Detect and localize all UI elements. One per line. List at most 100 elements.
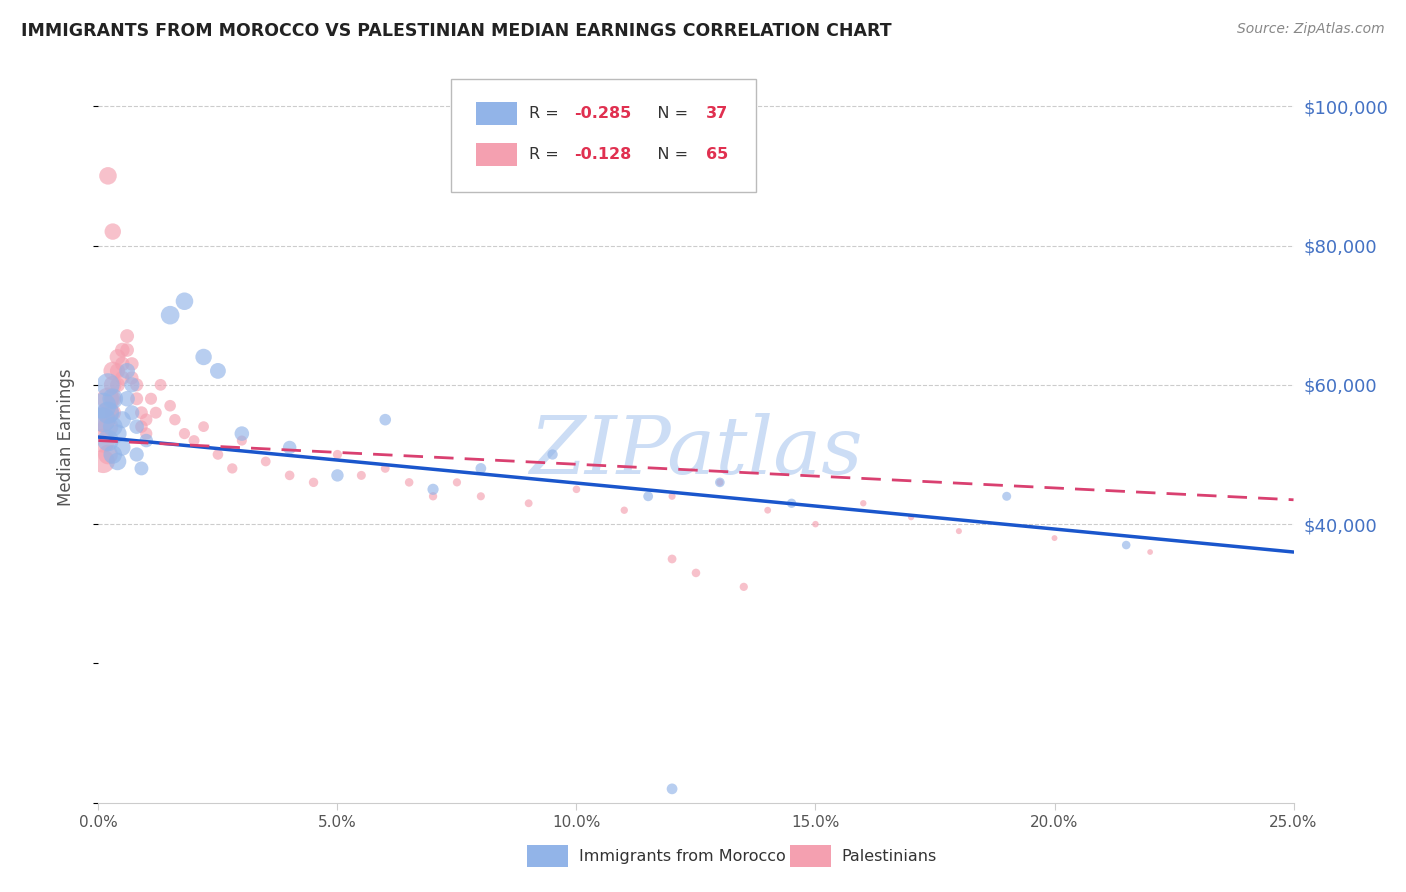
Point <box>97 448 120 462</box>
Point <box>637 489 659 503</box>
Point <box>121 406 143 420</box>
Point <box>159 399 181 413</box>
Point <box>756 503 779 517</box>
Point <box>131 419 153 434</box>
Point <box>107 377 129 392</box>
Point <box>115 343 138 357</box>
Text: 65: 65 <box>706 146 728 161</box>
Point <box>159 308 181 322</box>
Point <box>446 475 468 490</box>
Text: 37: 37 <box>706 105 728 120</box>
Point <box>115 364 138 378</box>
Point <box>173 426 195 441</box>
Point <box>326 448 349 462</box>
Point <box>125 419 148 434</box>
Point <box>145 406 167 420</box>
Text: Palestinians: Palestinians <box>842 848 936 863</box>
Point <box>121 357 143 371</box>
Point <box>1115 538 1137 552</box>
Point <box>97 434 120 448</box>
Point <box>101 392 124 406</box>
Point <box>804 517 827 532</box>
Point <box>193 350 215 364</box>
Point <box>97 377 120 392</box>
Point <box>91 399 114 413</box>
Point <box>125 448 148 462</box>
Text: N =: N = <box>643 105 693 120</box>
Text: R =: R = <box>529 146 564 161</box>
Point <box>107 454 129 468</box>
Point <box>685 566 707 580</box>
Y-axis label: Median Earnings: Median Earnings <box>56 368 75 506</box>
Point <box>101 406 124 420</box>
Point <box>173 294 195 309</box>
Point <box>101 364 124 378</box>
Point <box>111 343 134 357</box>
Point <box>350 468 373 483</box>
Point <box>107 350 129 364</box>
Point <box>231 426 253 441</box>
Text: ZIPatlas: ZIPatlas <box>529 413 863 491</box>
Point <box>231 434 253 448</box>
Point <box>91 454 114 468</box>
Point <box>125 392 148 406</box>
Point <box>115 329 138 343</box>
Point <box>852 496 875 510</box>
Text: Source: ZipAtlas.com: Source: ZipAtlas.com <box>1237 22 1385 37</box>
Point <box>101 392 124 406</box>
Point <box>422 483 444 497</box>
Point <box>900 510 922 524</box>
Point <box>948 524 970 538</box>
Point <box>374 461 396 475</box>
Point <box>780 496 803 510</box>
Point <box>517 496 540 510</box>
Point <box>111 441 134 455</box>
Point <box>107 364 129 378</box>
Point <box>278 468 301 483</box>
Point <box>221 461 243 475</box>
FancyBboxPatch shape <box>790 846 831 867</box>
Point <box>470 461 492 475</box>
Point <box>135 434 157 448</box>
Text: -0.285: -0.285 <box>574 105 631 120</box>
Point <box>565 483 588 497</box>
Point <box>254 454 277 468</box>
Point <box>661 552 683 566</box>
Point <box>91 434 114 448</box>
Point <box>1139 545 1161 559</box>
FancyBboxPatch shape <box>451 78 756 192</box>
Point <box>139 392 162 406</box>
Text: N =: N = <box>643 146 693 161</box>
Point <box>91 412 114 426</box>
Point <box>97 406 120 420</box>
FancyBboxPatch shape <box>477 102 517 126</box>
Point <box>541 448 564 462</box>
Point <box>1043 531 1066 545</box>
Point <box>131 461 153 475</box>
Point <box>97 406 120 420</box>
Point <box>995 489 1018 503</box>
Point <box>121 377 143 392</box>
Point <box>125 377 148 392</box>
Point <box>613 503 636 517</box>
Point <box>121 371 143 385</box>
FancyBboxPatch shape <box>477 143 517 167</box>
Point <box>135 412 157 426</box>
Point <box>470 489 492 503</box>
Point <box>733 580 755 594</box>
Point <box>131 406 153 420</box>
Point <box>101 377 124 392</box>
Point <box>111 357 134 371</box>
Point <box>97 392 120 406</box>
Text: -0.128: -0.128 <box>574 146 631 161</box>
Point <box>101 419 124 434</box>
Point <box>91 412 114 426</box>
Point <box>278 441 301 455</box>
Point <box>422 489 444 503</box>
Text: Immigrants from Morocco: Immigrants from Morocco <box>579 848 786 863</box>
Text: R =: R = <box>529 105 564 120</box>
Point <box>709 475 731 490</box>
Text: IMMIGRANTS FROM MOROCCO VS PALESTINIAN MEDIAN EARNINGS CORRELATION CHART: IMMIGRANTS FROM MOROCCO VS PALESTINIAN M… <box>21 22 891 40</box>
Point <box>111 371 134 385</box>
Point <box>101 225 124 239</box>
